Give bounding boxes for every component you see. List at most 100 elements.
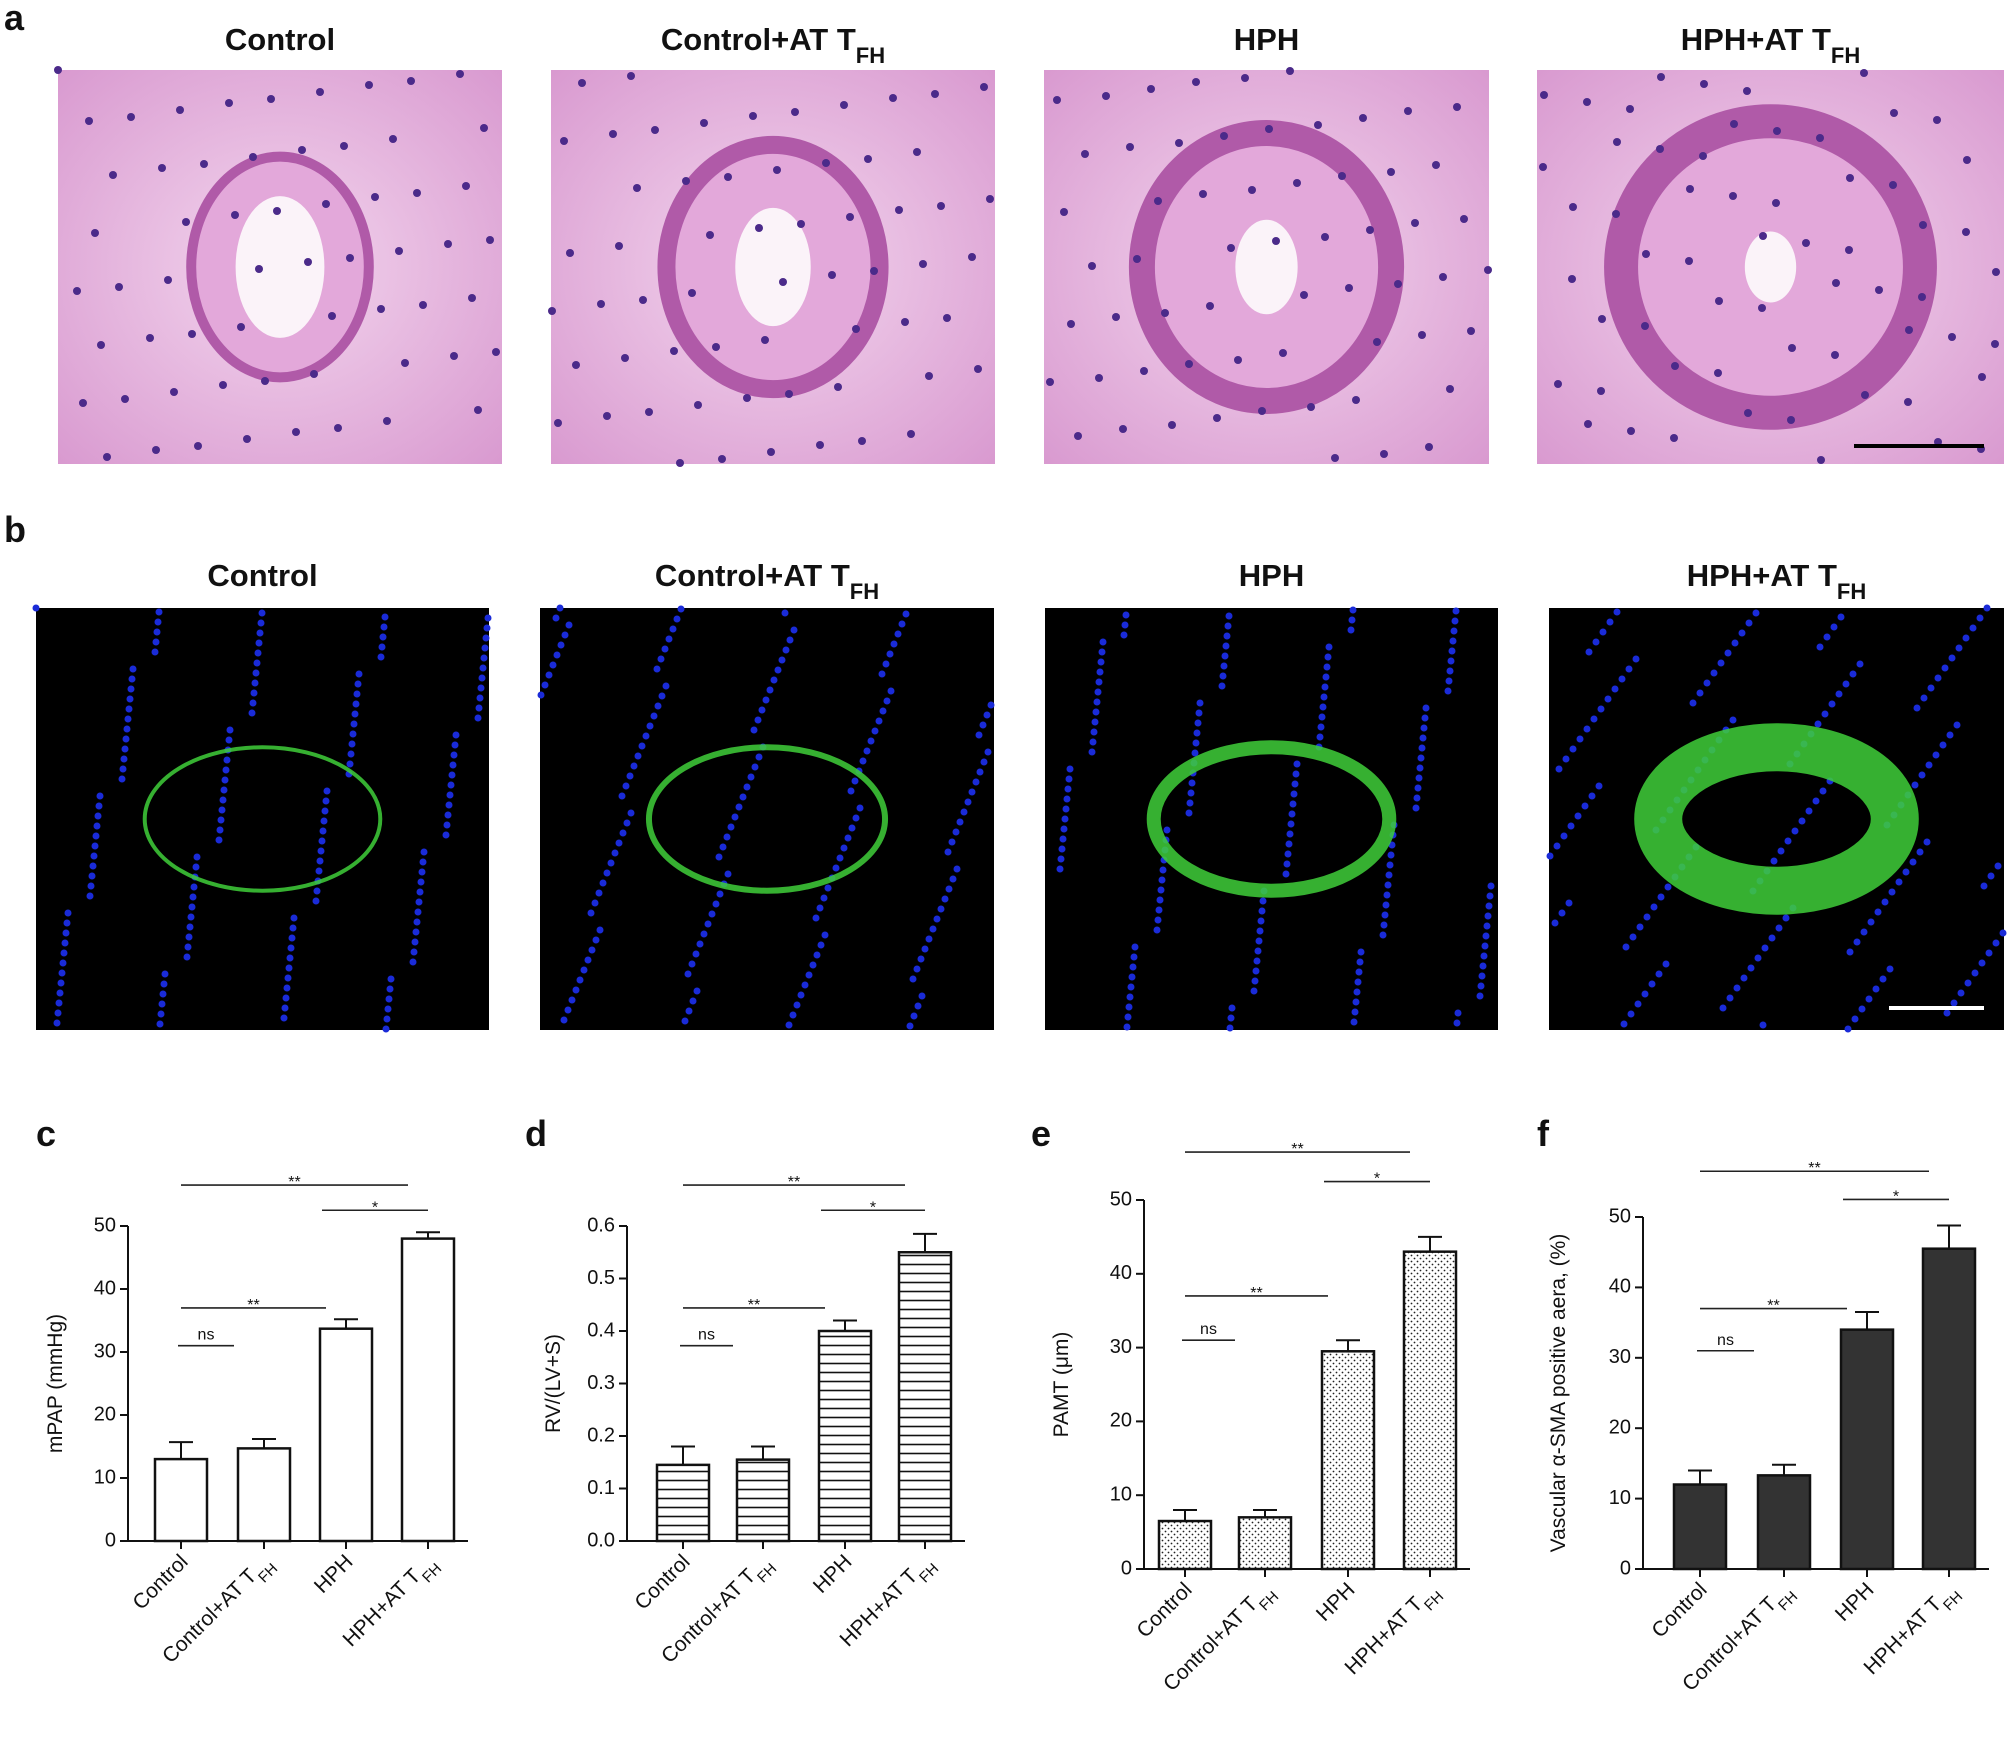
nucleus [1719,1004,1727,1012]
nucleus [813,951,821,959]
nucleus [1846,948,1854,956]
nucleus [186,923,194,931]
nucleus [976,768,984,776]
nucleus [87,882,95,890]
nucleus [1971,969,1979,977]
nucleus [126,695,134,703]
nucleus [225,99,233,107]
bar [1672,1483,1728,1571]
nucleus [875,717,883,725]
nucleus [913,965,921,973]
nucleus [548,307,556,315]
nucleus [1206,302,1214,310]
x-tick-label: Control [630,1550,694,1614]
nucleus [281,1004,289,1012]
nucleus [537,691,545,699]
nucleus [1627,427,1635,435]
image-title-main: HPH+AT T [1687,558,1837,593]
nucleus [603,869,611,877]
y-tick-label: 0.0 [587,1529,615,1551]
nucleus [727,823,735,831]
nucleus [1225,612,1233,620]
nucleus [1860,69,1868,77]
nucleus [218,806,226,814]
nucleus [1613,138,1621,146]
nucleus [1805,807,1813,815]
nucleus [1350,1018,1358,1026]
nucleus [1558,909,1566,917]
nucleus [1325,643,1333,651]
nucleus [1927,684,1935,692]
nucleus [200,160,208,168]
nucleus [1715,297,1723,305]
nucleus [941,895,949,903]
nucleus [1291,780,1299,788]
nucleus [1612,210,1620,218]
nucleus [1321,233,1329,241]
nucleus [1133,255,1141,263]
bar [735,1458,791,1543]
nucleus [226,726,234,734]
nucleus [560,137,568,145]
nucleus [1955,644,1963,652]
nucleus [653,665,661,673]
nucleus [1219,672,1227,680]
nucleus [913,148,921,156]
nucleus [1064,785,1072,793]
nucleus [933,915,941,923]
nucleus [121,395,129,403]
nucleus [371,193,379,201]
nucleus [1074,432,1082,440]
nucleus [1992,939,2000,947]
nucleus [1258,907,1266,915]
nucleus [595,889,603,897]
nucleus [1220,662,1228,670]
nucleus [964,798,972,806]
nucleus [553,651,561,659]
nucleus [1387,168,1395,176]
nucleus [411,938,419,946]
panel-label: c [36,1113,56,1154]
nucleus [1412,804,1420,812]
nucleus [416,888,424,896]
nucleus [557,641,565,649]
nucleus [694,401,702,409]
nucleus [882,660,890,668]
nucleus [316,88,324,96]
nucleus [289,924,297,932]
nucleus [972,778,980,786]
y-axis-label: Vascular α-SMA positive aera, (%) [1547,1234,1570,1553]
nucleus [1414,784,1422,792]
nucleus [1220,132,1228,140]
nucleus [724,870,732,878]
nucleus [152,638,160,646]
nucleus [1879,975,1887,983]
nucleus [974,365,982,373]
nucleus [219,796,227,804]
nucleus [883,697,891,705]
nucleus [1292,770,1300,778]
nucleus [1584,420,1592,428]
nucleus [1569,203,1577,211]
nucleus [1095,678,1103,686]
nucleus [1293,760,1301,768]
nucleus [576,976,584,984]
nucleus [414,908,422,916]
x-tick-label-main: HPH+AT T [836,1564,923,1651]
nucleus [925,372,933,380]
nucleus [1248,186,1256,194]
nucleus [1250,987,1258,995]
nucleus [352,700,360,708]
nucleus [1140,367,1148,375]
nucleus [1987,872,1995,880]
nucleus [312,897,320,905]
nucleus [901,318,909,326]
nucleus [724,173,732,181]
significance-label: ns [1717,1332,1734,1349]
nucleus [944,848,952,856]
nucleus [248,709,256,717]
significance-label: * [1374,1171,1380,1188]
nucleus [1062,805,1070,813]
nucleus [1889,181,1897,189]
nucleus [1286,67,1294,75]
